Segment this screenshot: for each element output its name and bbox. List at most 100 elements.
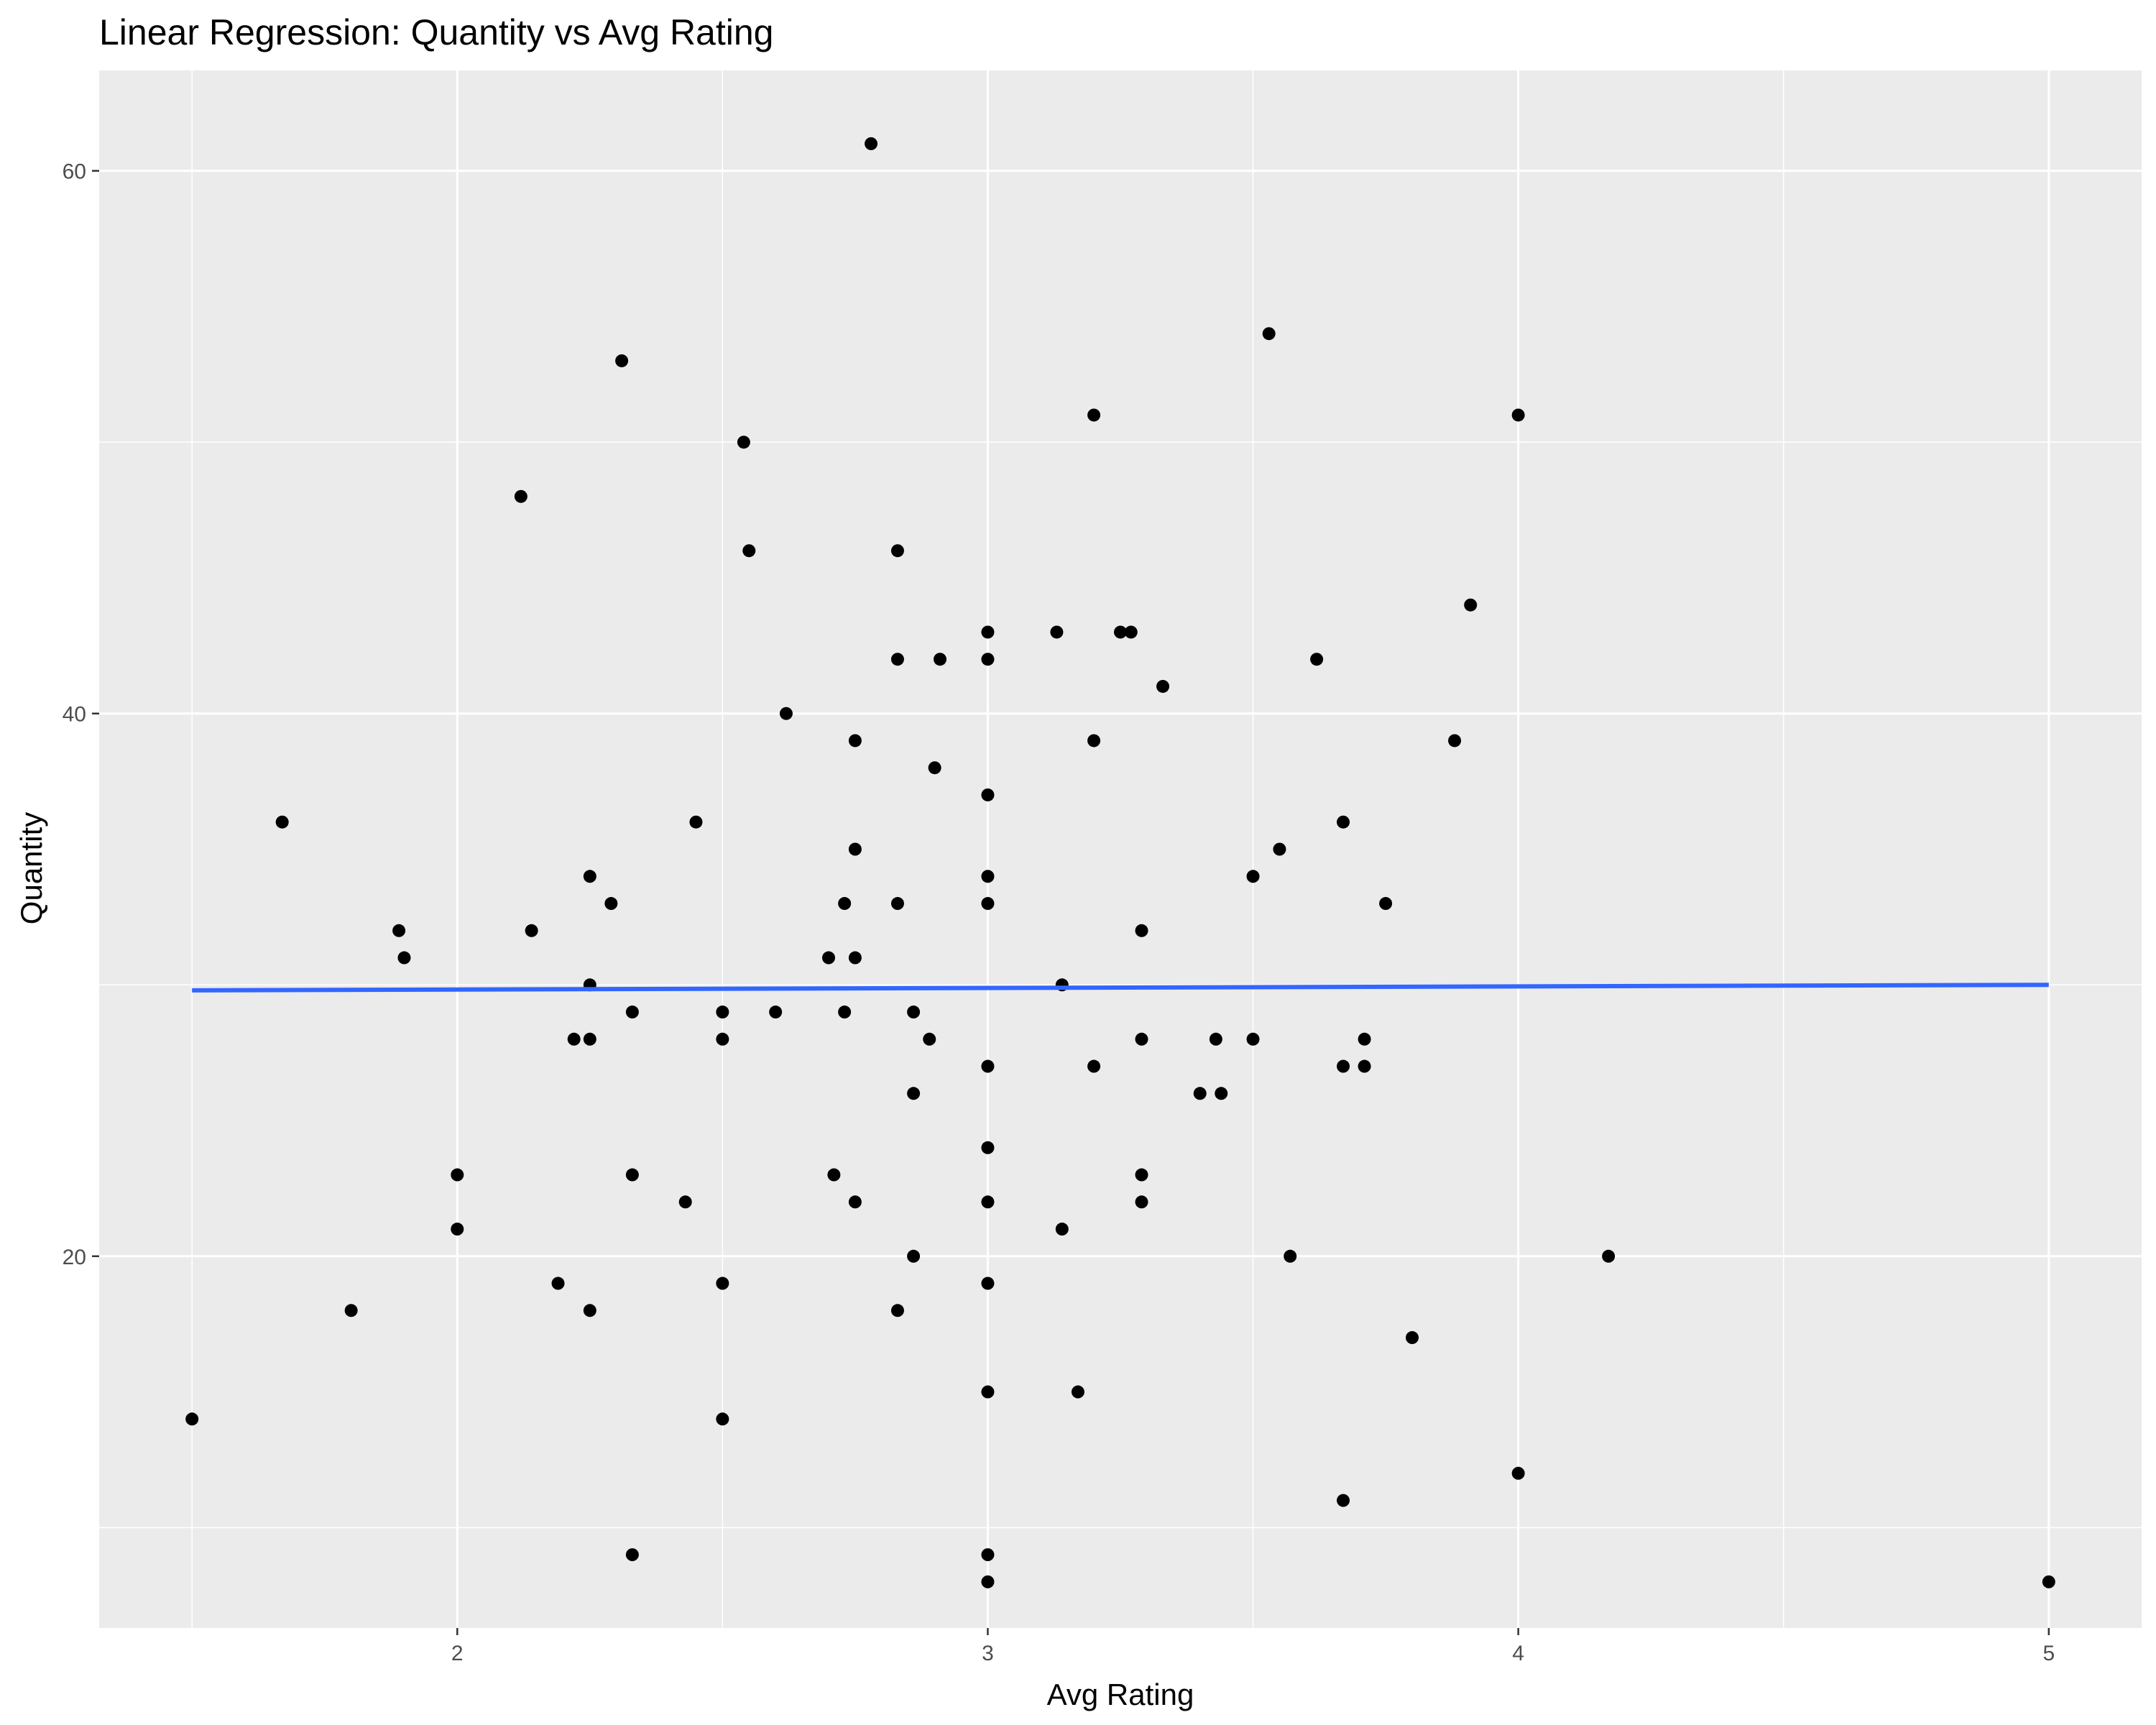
data-point	[1262, 327, 1276, 341]
data-point	[848, 734, 862, 748]
data-point	[1087, 408, 1101, 422]
data-point	[1193, 1087, 1207, 1100]
data-points	[185, 137, 2055, 1588]
data-point	[981, 1141, 995, 1154]
data-point	[716, 1276, 729, 1290]
data-point	[1246, 1032, 1260, 1046]
plot-panel	[99, 70, 2142, 1628]
data-point	[1124, 625, 1138, 639]
data-point	[1511, 1466, 1525, 1480]
y-axis: 20 40 60	[63, 160, 99, 1269]
data-point	[1273, 842, 1286, 856]
data-point	[678, 1195, 692, 1209]
data-point	[551, 1276, 565, 1290]
x-tick-label: 5	[2042, 1642, 2055, 1665]
data-point	[890, 1304, 904, 1317]
data-point	[737, 436, 750, 449]
data-point	[779, 707, 793, 720]
data-point	[981, 1575, 995, 1588]
data-point	[1358, 1059, 1371, 1073]
data-point	[1448, 734, 1462, 748]
data-point	[514, 489, 528, 503]
y-tick-label: 60	[63, 160, 86, 184]
data-point	[1246, 870, 1260, 883]
data-point	[907, 1006, 921, 1019]
data-point	[1284, 1249, 1297, 1263]
data-point	[716, 1412, 729, 1426]
data-point	[1071, 1385, 1084, 1399]
data-point	[2042, 1575, 2055, 1588]
y-axis-label: Quantity	[14, 812, 48, 924]
data-point	[981, 788, 995, 801]
grid-major	[99, 70, 2142, 1628]
data-point	[1114, 625, 1127, 639]
data-point	[923, 1032, 936, 1046]
data-point	[981, 653, 995, 666]
data-point	[1209, 1032, 1222, 1046]
data-point	[822, 951, 835, 965]
data-point	[838, 897, 852, 911]
data-point	[1156, 679, 1170, 693]
data-point	[981, 1385, 995, 1399]
data-point	[1135, 1195, 1148, 1209]
data-point	[1310, 653, 1324, 666]
data-point	[838, 1006, 852, 1019]
data-point	[1337, 815, 1350, 829]
data-point	[890, 897, 904, 911]
data-point	[769, 1006, 783, 1019]
data-point	[907, 1249, 921, 1263]
regression-line	[192, 983, 2049, 993]
data-point	[981, 1195, 995, 1209]
y-tick-label: 20	[63, 1246, 86, 1269]
data-point	[344, 1304, 358, 1317]
data-point	[981, 1548, 995, 1562]
data-point	[981, 1059, 995, 1073]
data-point	[981, 870, 995, 883]
data-point	[1135, 1168, 1148, 1182]
data-point	[1358, 1032, 1371, 1046]
data-point	[865, 137, 878, 150]
data-point	[1135, 924, 1148, 937]
data-point	[716, 1032, 729, 1046]
data-point	[981, 897, 995, 911]
data-point	[1215, 1087, 1228, 1100]
data-point	[890, 544, 904, 558]
data-point	[981, 625, 995, 639]
data-point	[928, 761, 941, 775]
data-point	[625, 1548, 639, 1562]
data-point	[981, 1276, 995, 1290]
data-point	[1464, 598, 1478, 612]
data-point	[689, 815, 703, 829]
data-point	[185, 1412, 199, 1426]
y-tick-label: 40	[63, 703, 86, 727]
x-axis: 2 3 4 5	[451, 1628, 2055, 1665]
data-point	[1379, 897, 1393, 911]
x-tick-label: 3	[982, 1642, 994, 1665]
data-point	[604, 897, 618, 911]
data-point	[451, 1223, 464, 1236]
x-tick-label: 4	[1512, 1642, 1524, 1665]
data-point	[583, 1032, 596, 1046]
data-point	[583, 1304, 596, 1317]
data-point	[1055, 1223, 1069, 1236]
data-point	[827, 1168, 841, 1182]
data-point	[392, 924, 406, 937]
data-point	[1406, 1331, 1419, 1345]
data-point	[1337, 1494, 1350, 1507]
chart-title: Linear Regression: Quantity vs Avg Ratin…	[99, 12, 773, 52]
data-point	[1337, 1059, 1350, 1073]
x-axis-label: Avg Rating	[1047, 1678, 1194, 1711]
data-point	[625, 1006, 639, 1019]
data-point	[1511, 408, 1525, 422]
data-point	[934, 653, 947, 666]
data-point	[615, 354, 629, 367]
data-point	[742, 544, 756, 558]
data-point	[451, 1168, 464, 1182]
data-point	[625, 1168, 639, 1182]
data-point	[1135, 1032, 1148, 1046]
data-point	[1602, 1249, 1616, 1263]
data-point	[1087, 734, 1101, 748]
data-point	[848, 951, 862, 965]
data-point	[275, 815, 289, 829]
